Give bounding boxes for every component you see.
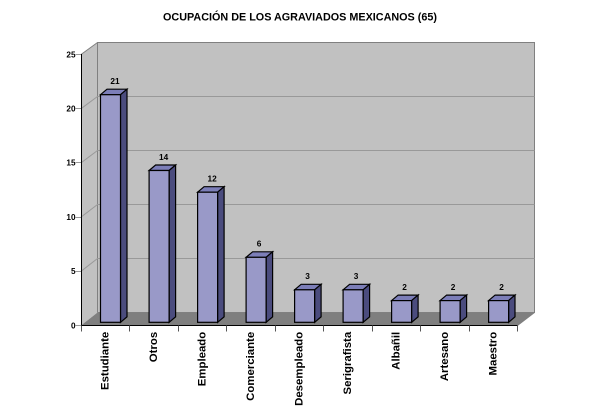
svg-text:Serigrafista: Serigrafista xyxy=(342,331,354,394)
svg-text:Maestro: Maestro xyxy=(487,332,499,376)
svg-text:12: 12 xyxy=(207,174,217,184)
svg-text:20: 20 xyxy=(66,105,76,114)
svg-text:15: 15 xyxy=(66,159,76,168)
svg-text:Otros: Otros xyxy=(148,332,160,362)
svg-text:10: 10 xyxy=(66,213,76,222)
svg-text:Empleado: Empleado xyxy=(196,332,208,386)
svg-text:Artesano: Artesano xyxy=(439,332,451,381)
svg-text:Albañil: Albañil xyxy=(390,332,402,370)
svg-text:Comerciante: Comerciante xyxy=(245,332,257,401)
svg-text:3: 3 xyxy=(354,271,359,281)
svg-text:Desempleado: Desempleado xyxy=(293,332,305,406)
svg-text:25: 25 xyxy=(66,50,76,59)
svg-text:2: 2 xyxy=(499,282,504,292)
svg-text:0: 0 xyxy=(71,321,76,330)
svg-text:3: 3 xyxy=(305,271,310,281)
svg-text:21: 21 xyxy=(110,76,120,86)
svg-text:2: 2 xyxy=(402,282,407,292)
svg-text:6: 6 xyxy=(257,239,262,249)
svg-text:2: 2 xyxy=(451,282,456,292)
svg-text:14: 14 xyxy=(159,152,169,162)
svg-text:OCUPACIÓN DE LOS AGRAVIADOS ME: OCUPACIÓN DE LOS AGRAVIADOS MEXICANOS (6… xyxy=(163,11,437,24)
svg-text:Estudiante: Estudiante xyxy=(99,332,111,390)
svg-text:5: 5 xyxy=(71,267,76,276)
